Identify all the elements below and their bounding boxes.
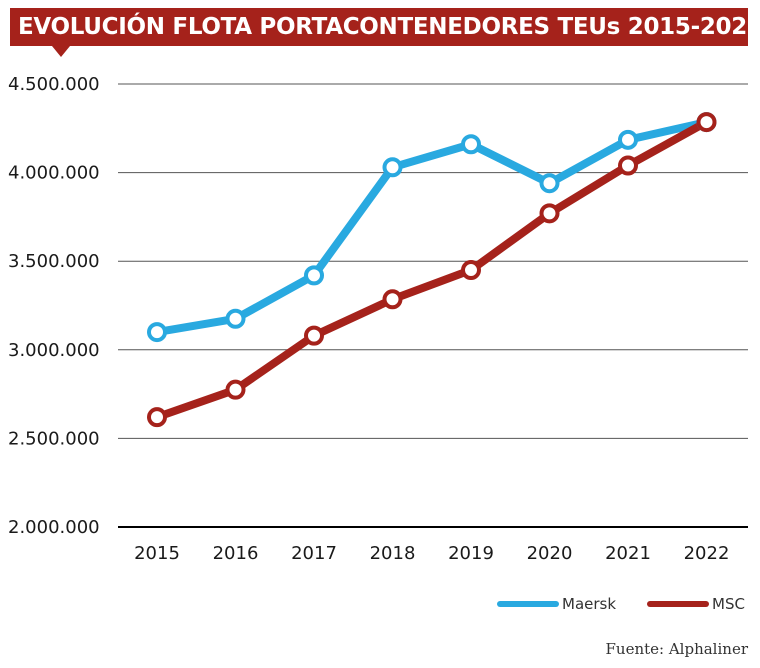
data-point-maersk — [461, 134, 481, 155]
data-point-msc — [539, 203, 560, 224]
data-point-maersk — [382, 157, 403, 178]
x-axis-ticks: 2015 2016 2017 2018 2019 2020 2021 2022 — [134, 543, 729, 564]
series-line-maersk — [153, 118, 711, 337]
title-bar: EVOLUCIÓN FLOTA PORTACONTENEDORES TEUs 2… — [10, 8, 760, 46]
chart-title: EVOLUCIÓN FLOTA PORTACONTENEDORES TEUs 2… — [18, 14, 760, 40]
legend-label-msc: MSC — [712, 595, 745, 613]
y-tick-label: 3.000.000 — [8, 340, 100, 361]
title-notch — [52, 46, 70, 57]
x-tick-label: 2019 — [448, 543, 494, 564]
y-tick-label: 4.500.000 — [8, 74, 100, 95]
data-point-msc — [225, 379, 246, 400]
data-point-maersk — [304, 265, 324, 286]
series-line-msc — [153, 118, 711, 422]
gridlines — [118, 83, 748, 528]
data-point-maersk — [539, 173, 560, 194]
data-point-msc — [461, 260, 481, 281]
data-point-msc — [304, 325, 324, 346]
x-tick-label: 2017 — [291, 543, 337, 564]
y-tick-label: 3.500.000 — [8, 251, 100, 272]
series-points — [147, 112, 717, 428]
legend-label-maersk: Maersk — [562, 595, 616, 613]
y-tick-label: 2.000.000 — [8, 517, 100, 538]
y-axis-ticks: 2.000.000 2.500.000 3.000.000 3.500.000 4.00… — [8, 74, 100, 538]
x-tick-label: 2022 — [684, 543, 730, 564]
x-tick-label: 2018 — [370, 543, 416, 564]
data-point-maersk — [147, 322, 167, 343]
x-tick-label: 2016 — [213, 543, 259, 564]
x-tick-label: 2015 — [134, 543, 180, 564]
x-tick-label: 2021 — [605, 543, 651, 564]
data-point-msc — [696, 112, 717, 133]
y-tick-label: 2.500.000 — [8, 428, 100, 449]
source-note: Fuente: Alphaliner — [605, 640, 748, 658]
data-point-msc — [618, 155, 638, 176]
legend: Maersk MSC — [497, 595, 745, 613]
data-point-maersk — [618, 129, 638, 150]
x-tick-label: 2020 — [527, 543, 573, 564]
series-lines — [153, 118, 711, 422]
y-tick-label: 4.000.000 — [8, 163, 100, 184]
data-point-maersk — [225, 308, 246, 329]
data-point-msc — [147, 407, 167, 428]
data-point-msc — [382, 289, 403, 310]
